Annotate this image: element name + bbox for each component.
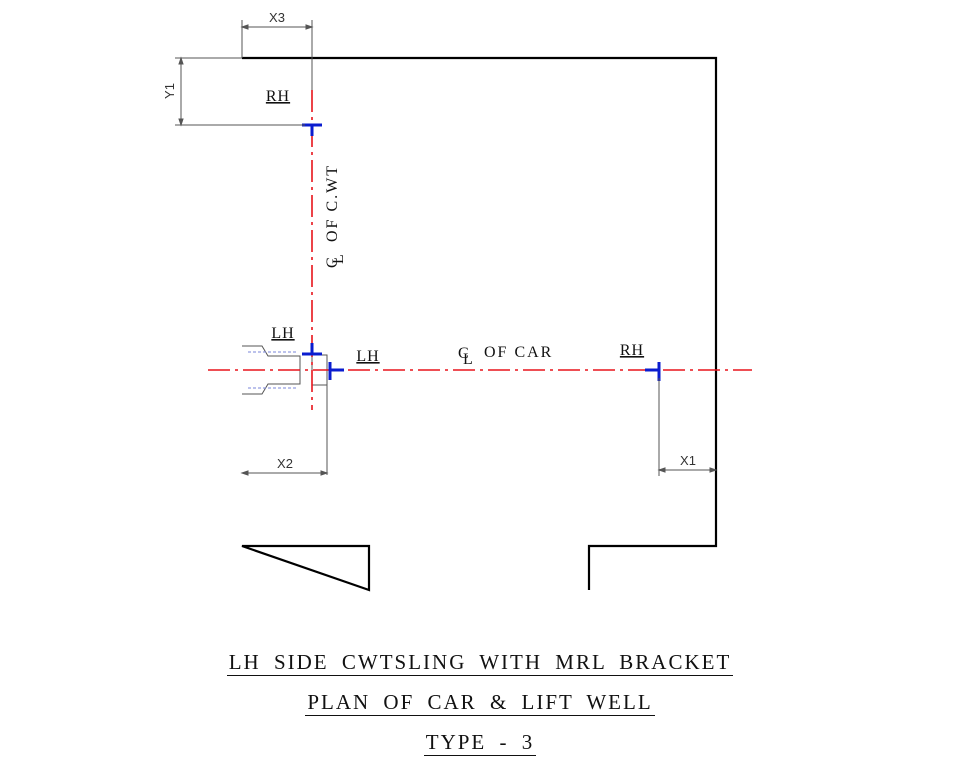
cl-cwt-symbol: C	[324, 255, 341, 268]
label-rh-top: RH	[266, 88, 290, 105]
dimension-x3	[240, 20, 314, 90]
dimension-y1-label: Y1	[162, 83, 177, 99]
cl-cwt-group: C L OF C.WT	[324, 164, 347, 268]
title-line-1-text: LH SIDE CWTSLING WITH MRL BRACKET	[226, 650, 734, 676]
dimension-y1	[175, 56, 305, 127]
bracket-rh-top	[302, 123, 322, 136]
label-rh-right: RH	[620, 342, 644, 359]
title-line-1: LH SIDE CWTSLING WITH MRL BRACKET	[0, 650, 960, 676]
dimension-x2	[240, 470, 329, 476]
dimension-x1	[657, 378, 718, 476]
label-lh-lower: LH	[356, 348, 379, 365]
bracket-rh-right	[645, 362, 661, 381]
title-line-2-text: PLAN OF CAR & LIFT WELL	[305, 690, 655, 716]
label-lh-upper: LH	[271, 325, 294, 342]
dimension-x3-label: X3	[269, 10, 285, 25]
cl-car-label: OF CAR	[484, 344, 553, 361]
car-outline	[241, 56, 718, 592]
title-line-2: PLAN OF CAR & LIFT WELL	[0, 690, 960, 716]
cl-car-symbol-sub: L	[463, 351, 475, 368]
dimension-x2-label: X2	[277, 456, 293, 471]
title-line-3-text: TYPE - 3	[423, 730, 537, 756]
cl-cwt-label: OF C.WT	[324, 164, 341, 242]
bracket-lh-lower	[328, 362, 344, 380]
title-line-3: TYPE - 3	[0, 730, 960, 756]
cl-cwt-symbol-sub: L	[330, 252, 347, 264]
cl-car-symbol: C	[458, 345, 471, 362]
bracket-lh-upper	[302, 343, 322, 356]
dimension-x1-label: X1	[680, 453, 696, 468]
